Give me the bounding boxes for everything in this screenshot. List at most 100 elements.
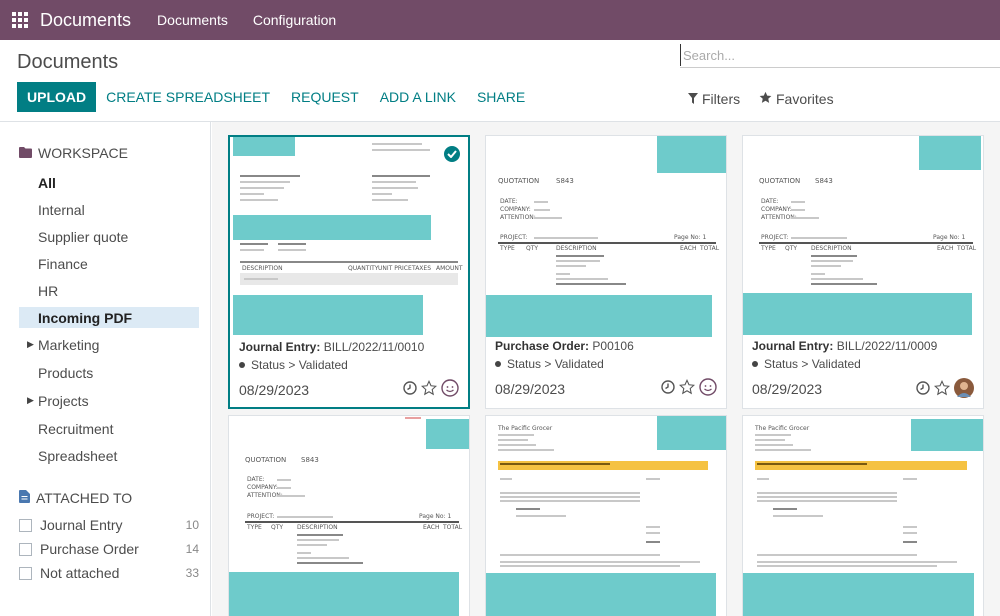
document-card[interactable]: The Pacific Grocer <box>742 415 984 616</box>
document-status: Status > Validated <box>752 357 861 371</box>
document-status: Status > Validated <box>239 358 348 372</box>
workspace-title: WORKSPACE <box>38 145 128 161</box>
filter-icon <box>688 91 698 107</box>
preview-text: QUOTATION <box>498 177 540 185</box>
sidebar-item-label: Finance <box>38 255 88 272</box>
menu-documents[interactable]: Documents <box>157 12 228 28</box>
preview-text: PROJECT: <box>500 234 528 241</box>
create-spreadsheet-button[interactable]: CREATE SPREADSHEET <box>106 89 271 105</box>
preview-text: QTY <box>526 245 539 252</box>
document-model: Purchase Order: <box>495 339 590 353</box>
sidebar-item-marketing[interactable]: ▶ Marketing <box>19 334 199 355</box>
facet-purchase-order[interactable]: Purchase Order 14 <box>19 539 199 559</box>
search-bar <box>680 44 1000 68</box>
document-preview[interactable]: The Pacific Grocer <box>486 416 726 616</box>
sidebar-item-incoming-pdf[interactable]: Incoming PDF <box>19 307 199 328</box>
preview-text: EACH <box>423 524 440 531</box>
preview-text: EACH <box>937 245 954 252</box>
caret-right-icon[interactable]: ▶ <box>27 395 34 405</box>
user-avatar[interactable] <box>954 378 974 398</box>
filters-toggle[interactable]: Filters <box>688 91 740 107</box>
apps-menu-icon[interactable] <box>0 0 40 40</box>
document-preview[interactable]: QUOTATION S843 DATE: COMPANY: ATTENTION:… <box>486 136 726 337</box>
preview-text: DESCRIPTION <box>556 245 597 252</box>
card-actions <box>912 378 974 398</box>
preview-text: ATTENTION: <box>247 492 283 499</box>
clock-icon[interactable] <box>916 381 930 395</box>
kanban-area: DESCRIPTION QUANTITY UNIT PRICE TAXES AM… <box>212 122 1000 616</box>
document-card[interactable]: QUOTATION S843 DATE: COMPANY: ATTENTION:… <box>485 135 727 409</box>
document-card[interactable]: QUOTATION S843 DATE: COMPANY: ATTENTION:… <box>742 135 984 409</box>
checkbox[interactable] <box>19 566 32 580</box>
sidebar-item-products[interactable]: Products <box>19 362 199 383</box>
sidebar-item-spreadsheet[interactable]: Spreadsheet <box>19 445 199 466</box>
preview-text: TYPE <box>247 524 262 531</box>
preview-text: The Pacific Grocer <box>755 425 810 432</box>
facet-journal-entry[interactable]: Journal Entry 10 <box>19 515 199 535</box>
preview-text: TOTAL <box>700 245 720 252</box>
sidebar-item-all[interactable]: All <box>19 172 199 193</box>
preview-text: DESCRIPTION <box>811 245 852 252</box>
avatar-placeholder-icon[interactable] <box>441 379 459 397</box>
preview-text: DATE: <box>500 198 518 205</box>
document-card[interactable]: QUOTATION S843 DATE: COMPANY: ATTENTION:… <box>228 415 470 616</box>
document-name: BILL/2022/11/0009 <box>836 339 938 353</box>
document-model: Journal Entry: <box>752 339 834 353</box>
star-outline-icon[interactable] <box>421 380 437 396</box>
document-preview[interactable]: QUOTATION S843 DATE: COMPANY: ATTENTION:… <box>743 136 983 337</box>
preview-text: TYPE <box>500 245 515 252</box>
attached-to-title: ATTACHED TO <box>36 490 133 506</box>
document-preview[interactable]: DESCRIPTION QUANTITY UNIT PRICE TAXES AM… <box>230 137 468 335</box>
sidebar-item-internal[interactable]: Internal <box>19 199 199 220</box>
checkbox[interactable] <box>19 518 32 532</box>
preview-text: TOTAL <box>957 245 977 252</box>
attached-to-header: ATTACHED TO <box>19 490 132 506</box>
upload-button[interactable]: UPLOAD <box>17 82 97 112</box>
checkbox[interactable] <box>19 542 32 556</box>
selected-check-icon[interactable] <box>444 146 460 162</box>
document-card[interactable]: The Pacific Grocer <box>485 415 727 616</box>
menu-configuration[interactable]: Configuration <box>252 12 337 28</box>
document-name: P00106 <box>592 339 634 353</box>
preview-text: QUOTATION <box>245 456 287 464</box>
status-dot-icon <box>752 361 758 367</box>
document-status: Status > Validated <box>495 357 604 371</box>
document-card[interactable]: DESCRIPTION QUANTITY UNIT PRICE TAXES AM… <box>228 135 470 409</box>
document-preview[interactable]: The Pacific Grocer <box>743 416 983 616</box>
star-outline-icon[interactable] <box>934 380 950 396</box>
favorites-label: Favorites <box>776 91 834 107</box>
app-brand[interactable]: Documents <box>40 9 132 30</box>
sidebar-item-projects[interactable]: ▶ Projects <box>19 390 199 411</box>
sidebar-item-finance[interactable]: Finance <box>19 253 199 274</box>
preview-text: AMOUNT <box>436 265 463 272</box>
preview-text: DATE: <box>761 198 779 205</box>
sidebar-item-supplier-quote[interactable]: Supplier quote <box>19 226 199 247</box>
filters-label: Filters <box>702 91 741 107</box>
clock-icon[interactable] <box>403 381 417 395</box>
favorites-toggle[interactable]: Favorites <box>759 91 834 107</box>
add-link-button[interactable]: ADD A LINK <box>379 89 456 105</box>
facet-not-attached[interactable]: Not attached 33 <box>19 563 199 583</box>
star-outline-icon[interactable] <box>679 379 695 395</box>
preview-text: ATTENTION: <box>761 214 797 221</box>
clock-icon[interactable] <box>661 380 675 394</box>
sidebar-item-recruitment[interactable]: Recruitment <box>19 418 199 439</box>
status-text: Status > Validated <box>251 358 348 372</box>
page-title: Documents <box>17 51 119 73</box>
preview-text: Page No: 1 <box>674 234 707 241</box>
card-actions <box>399 379 459 397</box>
avatar-placeholder-icon[interactable] <box>699 378 717 396</box>
sidebar-item-label: HR <box>38 282 59 299</box>
share-button[interactable]: SHARE <box>476 89 526 105</box>
preview-text: QTY <box>785 245 798 252</box>
document-title: Purchase Order: P00106 <box>495 339 634 353</box>
search-input[interactable] <box>680 44 1000 66</box>
caret-right-icon[interactable]: ▶ <box>27 339 34 349</box>
request-button[interactable]: REQUEST <box>291 89 359 105</box>
preview-text: S843 <box>815 177 833 185</box>
document-title: Journal Entry: BILL/2022/11/0009 <box>752 339 937 353</box>
document-preview[interactable]: QUOTATION S843 DATE: COMPANY: ATTENTION:… <box>229 416 469 616</box>
sidebar-item-hr[interactable]: HR <box>19 280 199 301</box>
preview-text: QUANTITY <box>348 265 379 272</box>
preview-text: S843 <box>556 177 574 185</box>
